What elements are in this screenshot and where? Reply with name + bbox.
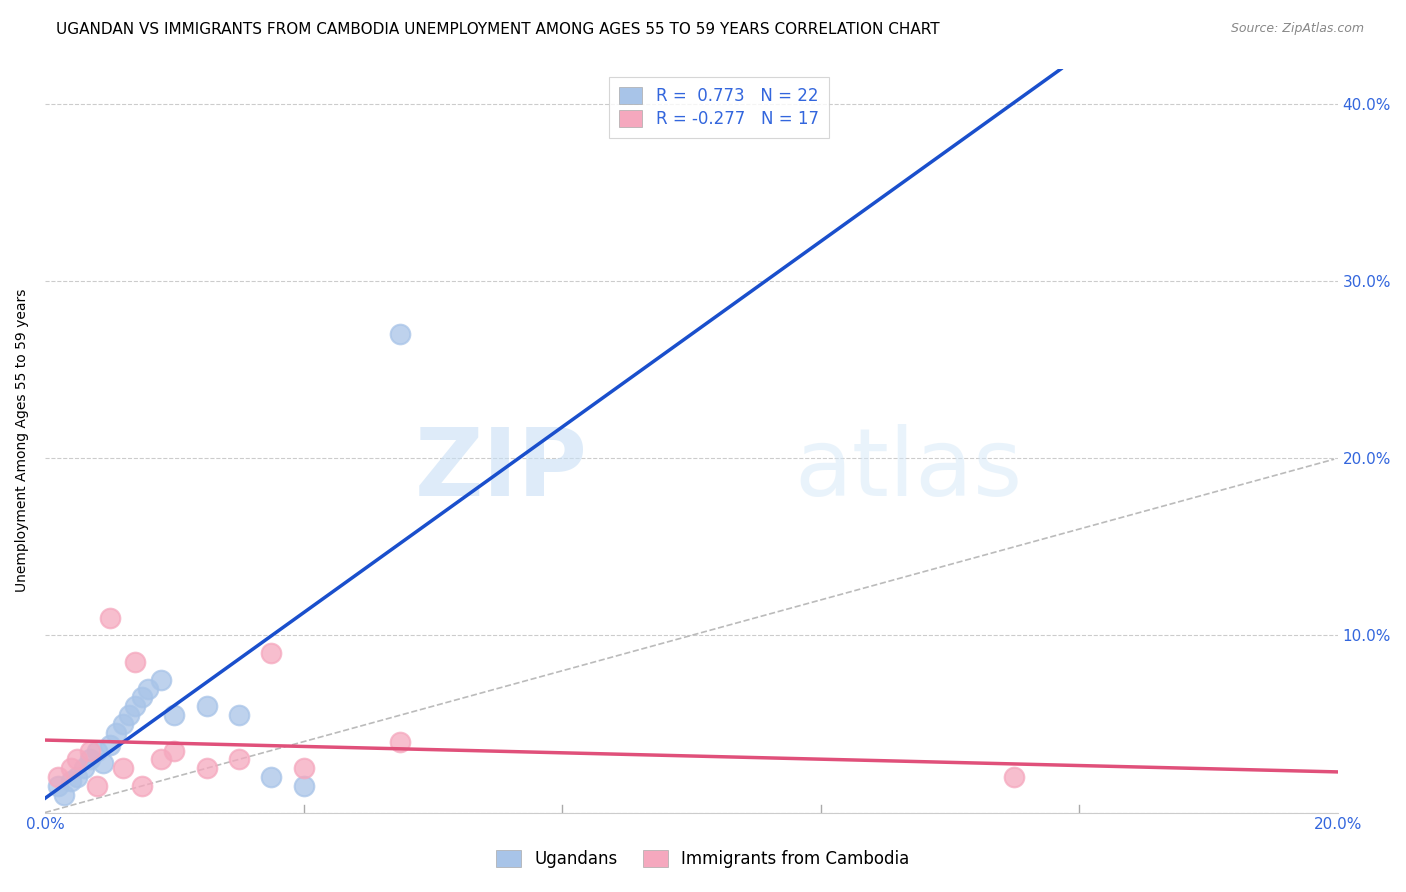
Point [163,708,186,723]
Point [131,690,153,705]
Point [86,779,108,793]
Point [98,738,121,752]
Point [91,756,114,770]
Point [79,752,101,766]
Point [228,708,250,723]
Point [1004,770,1026,784]
Text: Source: ZipAtlas.com: Source: ZipAtlas.com [1230,22,1364,36]
Point [118,708,141,723]
Point [138,681,160,696]
Point [53,788,76,802]
Point [111,761,134,775]
Point [79,743,101,757]
Point [228,752,250,766]
Point [195,699,218,714]
Legend: Ugandans, Immigrants from Cambodia: Ugandans, Immigrants from Cambodia [489,843,917,875]
Point [111,717,134,731]
Point [86,743,108,757]
Point [150,673,173,687]
Point [66,770,89,784]
Point [389,327,412,342]
Point [389,734,412,748]
Text: UGANDAN VS IMMIGRANTS FROM CAMBODIA UNEMPLOYMENT AMONG AGES 55 TO 59 YEARS CORRE: UGANDAN VS IMMIGRANTS FROM CAMBODIA UNEM… [56,22,939,37]
Point [98,610,121,624]
Point [163,743,186,757]
Point [73,761,96,775]
Point [59,773,82,788]
Point [124,699,146,714]
Point [292,779,315,793]
Point [46,779,69,793]
Point [46,770,69,784]
Point [131,779,153,793]
Point [260,770,283,784]
Point [195,761,218,775]
Text: ZIP: ZIP [415,425,588,516]
Legend: R =  0.773   N = 22, R = -0.277   N = 17: R = 0.773 N = 22, R = -0.277 N = 17 [609,77,828,138]
Point [105,726,128,740]
Text: atlas: atlas [794,425,1024,516]
Point [292,761,315,775]
Point [59,761,82,775]
Point [124,655,146,669]
Point [260,646,283,660]
Y-axis label: Unemployment Among Ages 55 to 59 years: Unemployment Among Ages 55 to 59 years [15,289,30,592]
Point [66,752,89,766]
Point [150,752,173,766]
